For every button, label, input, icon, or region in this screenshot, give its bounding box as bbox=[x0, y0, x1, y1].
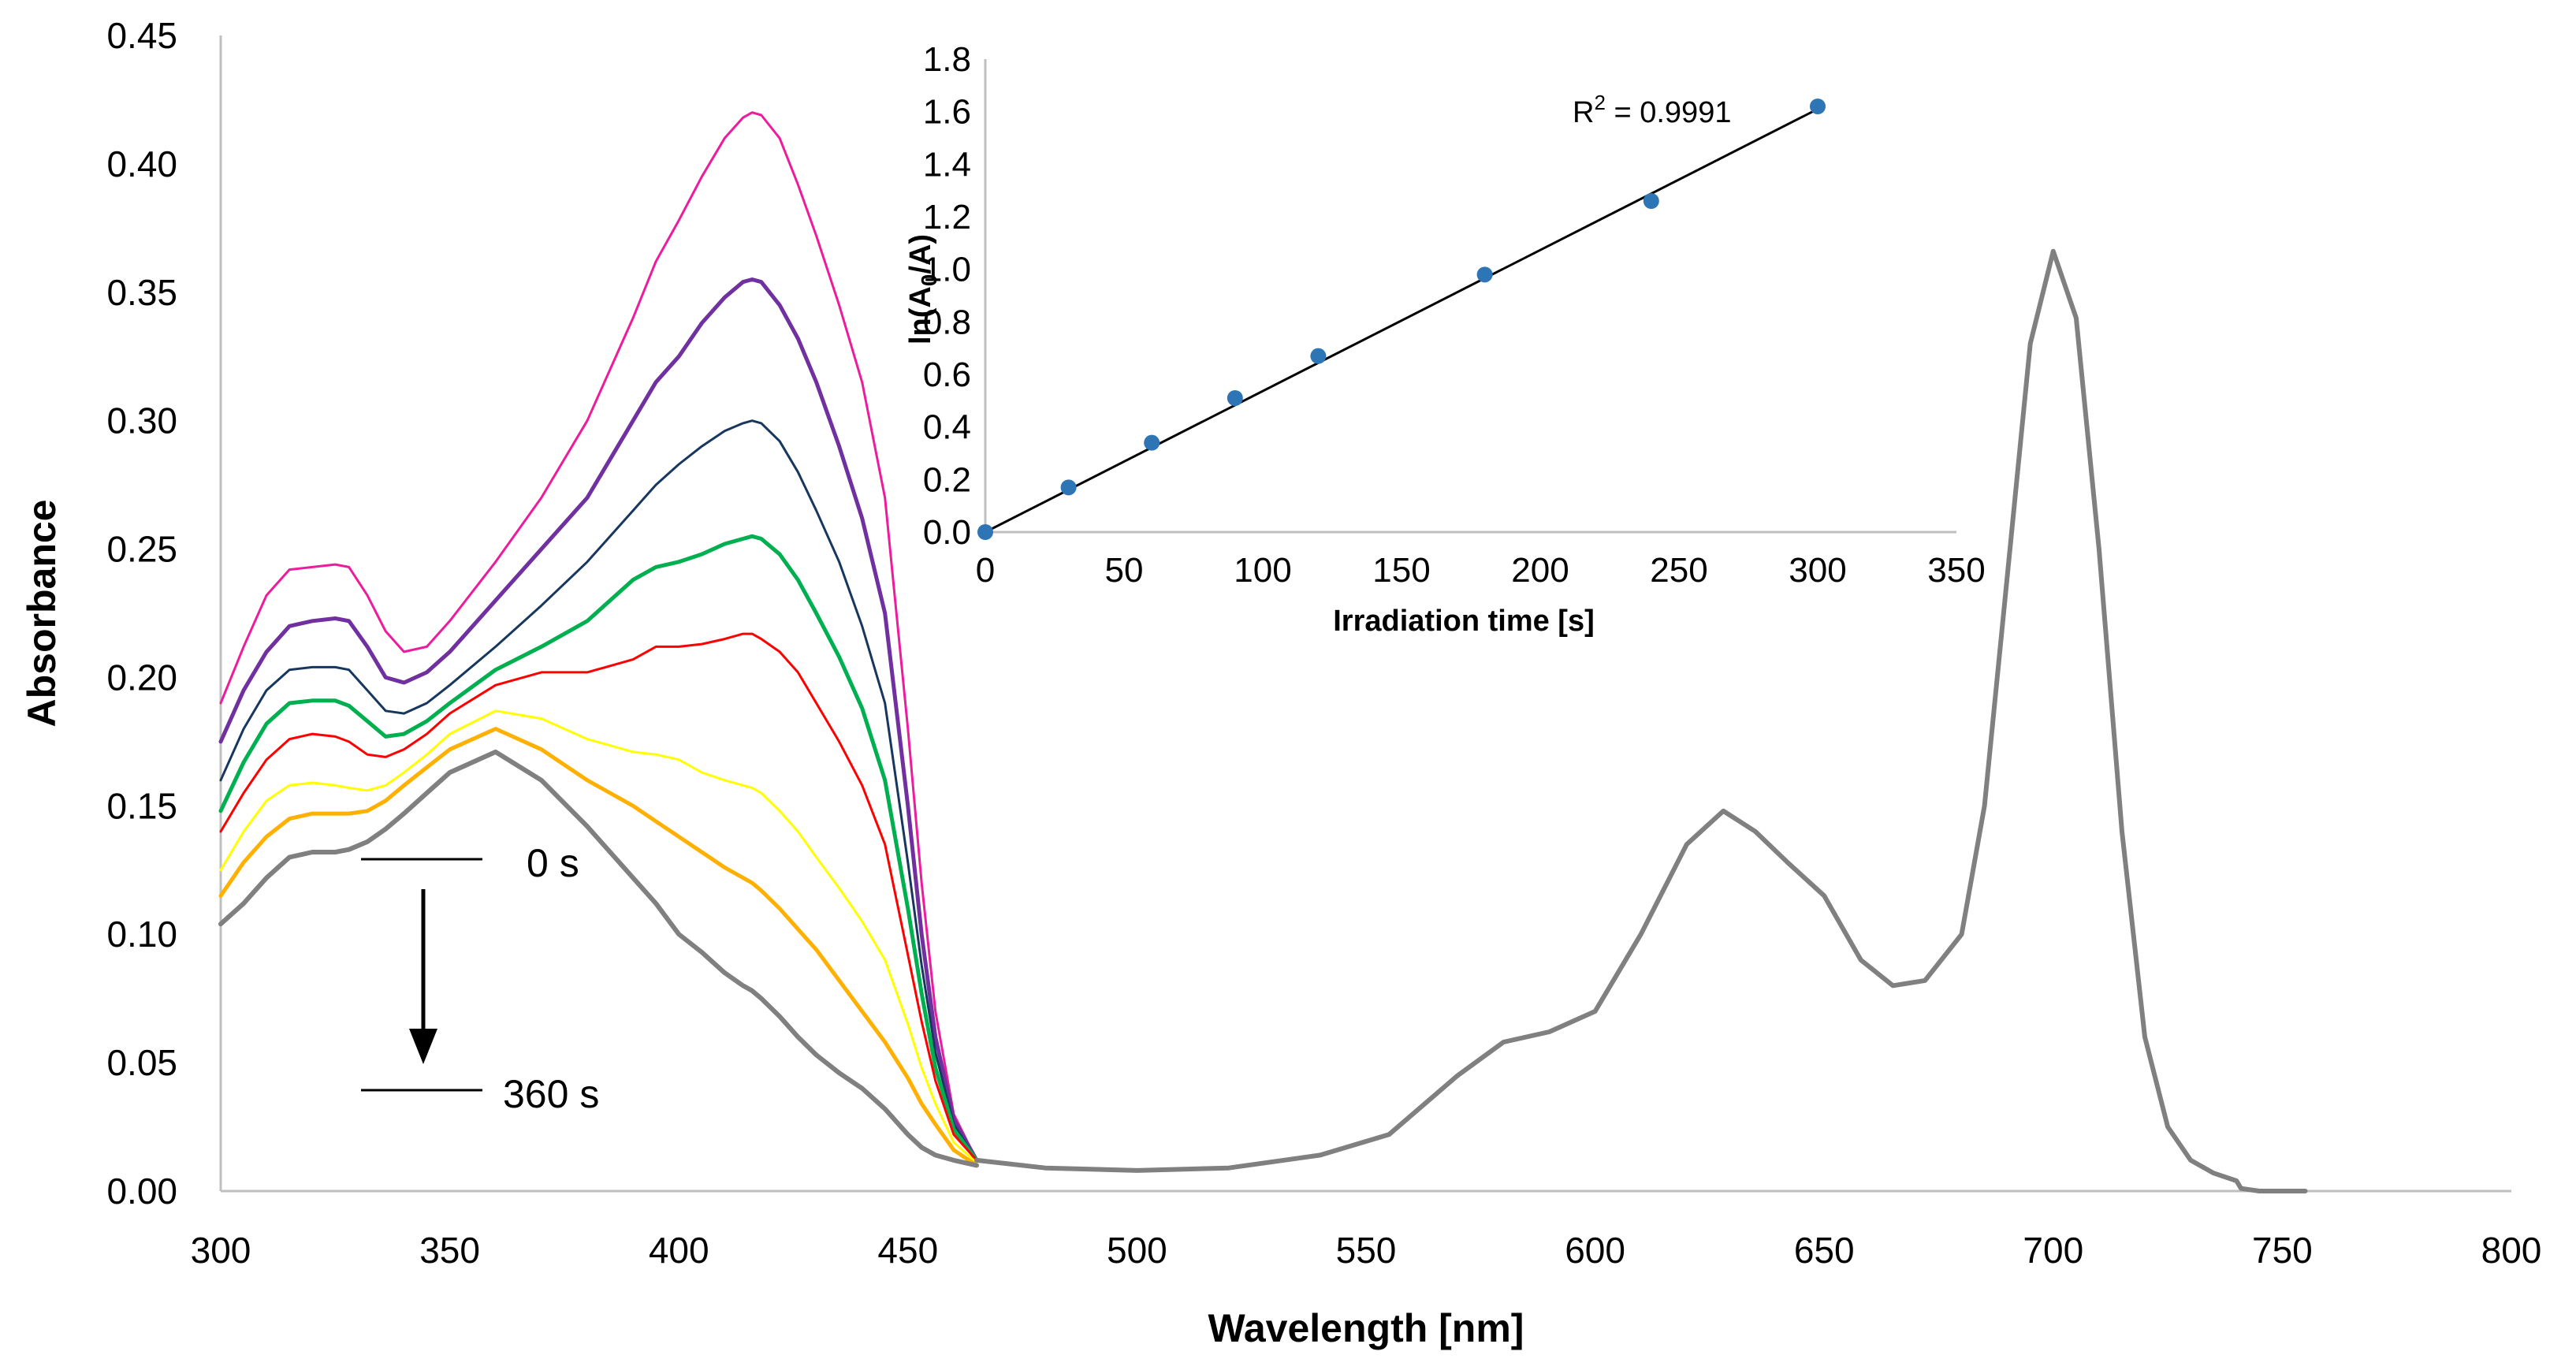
spectrum-common-tail bbox=[974, 248, 2308, 1193]
main-x-tick-label: 600 bbox=[1565, 1230, 1625, 1271]
main-y-tick-labels: 0.00 0.05 0.10 0.15 0.20 0.25 0.30 0.35 0.40 0.45 bbox=[106, 15, 177, 1212]
inset-y-tick-label: 0.8 bbox=[923, 303, 971, 341]
main-x-tick-label: 400 bbox=[649, 1230, 709, 1271]
inset-data-point bbox=[977, 524, 993, 540]
main-series-group bbox=[218, 111, 2308, 1193]
inset-x-tick-label: 50 bbox=[1105, 551, 1144, 590]
inset-y-title-tail: /A) bbox=[904, 234, 937, 274]
spectrum-series-300s bbox=[219, 709, 978, 1164]
main-y-tick-label: 0.30 bbox=[106, 400, 177, 441]
inset-x-tick-label: 100 bbox=[1234, 551, 1291, 590]
inset-r2-base: R bbox=[1573, 96, 1594, 129]
spectrum-series-330s bbox=[218, 727, 979, 1167]
inset-data-point bbox=[1643, 193, 1659, 209]
inset-y-axis-title: ln(A0/A) bbox=[904, 234, 941, 344]
main-y-axis-title: Absorbance bbox=[20, 500, 64, 728]
spectrum-series-240s bbox=[219, 632, 978, 1162]
annotation-end-label: 360 s bbox=[503, 1072, 599, 1116]
spectrum-series-60s bbox=[218, 277, 979, 1163]
main-y-tick-label: 0.15 bbox=[106, 785, 177, 826]
main-y-tick-label: 0.25 bbox=[106, 529, 177, 570]
main-x-tick-label: 800 bbox=[2481, 1230, 2542, 1271]
main-x-tick-label: 650 bbox=[1794, 1230, 1855, 1271]
main-x-axis-title: Wavelength [nm] bbox=[1208, 1306, 1524, 1350]
main-y-tick-label: 0.35 bbox=[106, 272, 177, 313]
main-x-tick-label: 450 bbox=[877, 1230, 938, 1271]
main-y-tick-label: 0.00 bbox=[106, 1171, 177, 1212]
inset-trendline bbox=[985, 107, 1818, 534]
inset-r2-sup: 2 bbox=[1594, 91, 1605, 114]
inset-x-tick-label: 0 bbox=[976, 551, 995, 590]
main-x-tick-label: 750 bbox=[2252, 1230, 2313, 1271]
inset-y-tick-label: 1.6 bbox=[923, 93, 971, 132]
main-x-tick-label: 550 bbox=[1336, 1230, 1397, 1271]
main-y-tick-label: 0.10 bbox=[106, 914, 177, 955]
main-x-tick-label: 700 bbox=[2023, 1230, 2083, 1271]
inset-r2-tail: = 0.9991 bbox=[1606, 96, 1732, 129]
spectrum-series-180s bbox=[218, 534, 979, 1163]
inset-y-tick-label: 1.8 bbox=[923, 40, 971, 79]
inset-y-title-sub: 0 bbox=[917, 274, 941, 287]
inset-r2-label: R2 = 0.9991 bbox=[1573, 91, 1731, 129]
main-x-tick-label: 350 bbox=[419, 1230, 480, 1271]
inset-data-point bbox=[1810, 99, 1826, 114]
main-y-tick-label: 0.40 bbox=[106, 143, 177, 184]
inset-y-title-base: ln(A bbox=[904, 286, 937, 344]
inset-y-tick-label: 0.0 bbox=[923, 513, 971, 552]
inset-data-point bbox=[1310, 348, 1327, 364]
inset-x-axis-title: Irradiation time [s] bbox=[1333, 605, 1595, 638]
inset-x-tick-label: 250 bbox=[1650, 551, 1707, 590]
annotation-start-label: 0 s bbox=[527, 841, 579, 885]
spectrum-series-120s bbox=[219, 419, 978, 1162]
annotation-arrow-head bbox=[409, 1029, 437, 1064]
inset-y-tick-label: 1.0 bbox=[923, 251, 971, 289]
inset-y-tick-label: 0.6 bbox=[923, 356, 971, 394]
main-x-tick-label: 500 bbox=[1107, 1230, 1167, 1271]
inset-data-point bbox=[1144, 434, 1160, 451]
inset-points-group bbox=[977, 99, 1826, 540]
main-y-tick-label: 0.05 bbox=[106, 1042, 177, 1083]
inset-x-tick-label: 200 bbox=[1511, 551, 1569, 590]
spectrum-series-360s bbox=[218, 749, 979, 1168]
inset-x-tick-label: 350 bbox=[1927, 551, 1985, 590]
main-y-tick-label: 0.20 bbox=[106, 657, 177, 698]
inset-y-tick-label: 0.2 bbox=[923, 460, 971, 499]
inset-x-tick-label: 300 bbox=[1789, 551, 1846, 590]
main-x-tick-label: 300 bbox=[191, 1230, 251, 1271]
inset-chart: 0.0 0.2 0.4 0.6 0.8 1.0 1.2 1.4 1.6 1.8 0 50 100 150… bbox=[904, 40, 1986, 638]
inset-y-tick-label: 1.2 bbox=[923, 198, 971, 236]
main-x-tick-labels: 300 350 400 450 500 550 600 650 700 750 800 bbox=[191, 1230, 2542, 1271]
inset-data-point bbox=[1227, 390, 1243, 406]
inset-x-tick-label: 150 bbox=[1372, 551, 1430, 590]
main-y-tick-label: 0.45 bbox=[106, 15, 177, 56]
inset-data-point bbox=[1476, 266, 1493, 283]
inset-x-tick-labels: 0 50 100 150 200 250 300 350 bbox=[976, 551, 1986, 590]
inset-data-point bbox=[1060, 479, 1077, 496]
spectrum-series-0s bbox=[219, 111, 978, 1162]
inset-y-tick-label: 0.4 bbox=[923, 408, 971, 447]
inset-y-tick-labels: 0.0 0.2 0.4 0.6 0.8 1.0 1.2 1.4 1.6 1.8 bbox=[923, 40, 971, 552]
inset-y-tick-label: 1.4 bbox=[923, 145, 971, 184]
